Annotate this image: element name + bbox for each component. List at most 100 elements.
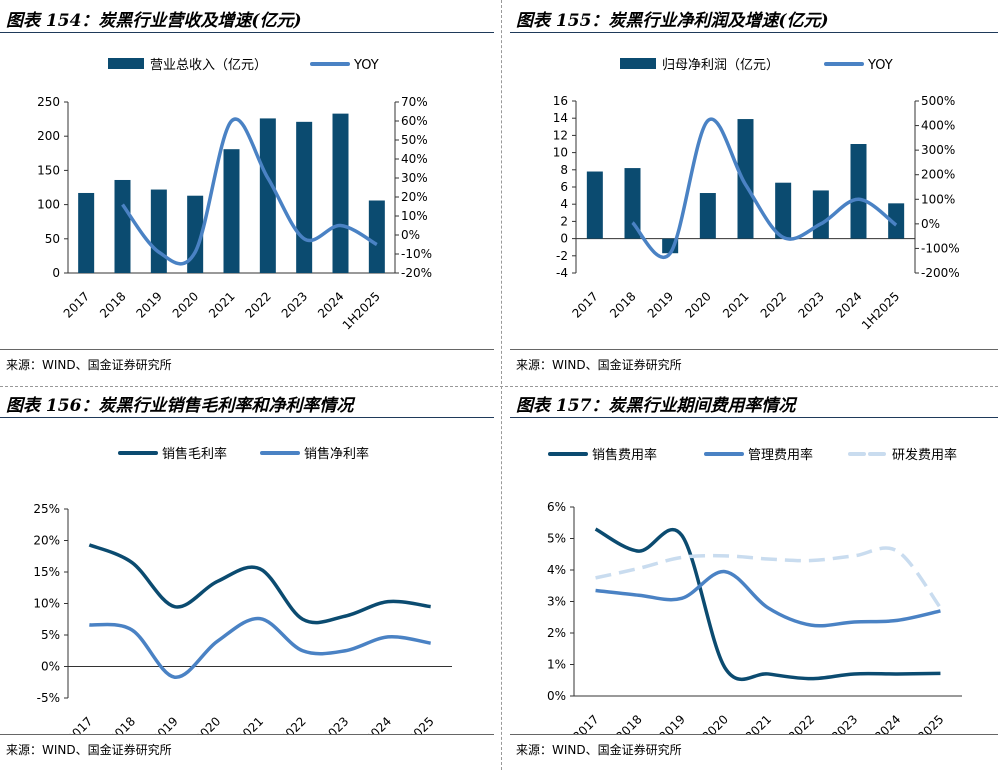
x-tick-label: 2023 bbox=[795, 289, 826, 320]
x-tick-label: 2022 bbox=[277, 714, 308, 734]
legend-label: YOY bbox=[353, 58, 379, 73]
y-tick-label: 10% bbox=[33, 597, 60, 611]
right-tick-label: 100% bbox=[921, 192, 955, 206]
right-tick-label: 30% bbox=[401, 171, 428, 185]
bar bbox=[223, 149, 240, 273]
left-tick-label: 200 bbox=[37, 129, 60, 143]
left-tick-label: 150 bbox=[37, 163, 60, 177]
horizontal-separator bbox=[0, 386, 998, 387]
left-tick-label: -4 bbox=[556, 266, 568, 280]
legend-swatch bbox=[108, 58, 144, 69]
bar bbox=[78, 192, 95, 273]
y-tick-label: 2% bbox=[547, 626, 566, 640]
left-tick-label: 12 bbox=[553, 128, 568, 142]
source-rule bbox=[510, 349, 998, 350]
panel-title: 图表 156：炭黑行业销售毛利率和净利率情况 bbox=[6, 396, 354, 416]
right-tick-label: 20% bbox=[401, 190, 428, 204]
x-tick-label: 1H2025 bbox=[340, 289, 383, 332]
panel-title: 图表 157：炭黑行业期间费用率情况 bbox=[516, 396, 796, 416]
bar bbox=[368, 200, 385, 273]
right-tick-label: 400% bbox=[921, 119, 955, 133]
yoy-line bbox=[121, 117, 378, 266]
series-line bbox=[594, 527, 941, 681]
right-tick-label: -200% bbox=[921, 266, 960, 280]
bar bbox=[187, 195, 204, 273]
x-tick-label: 2024 bbox=[315, 289, 346, 320]
panel-title: 图表 154：炭黑行业营收及增速(亿元) bbox=[6, 11, 302, 31]
left-tick-label: 14 bbox=[553, 111, 568, 125]
legend-label: 归母净利润（亿元） bbox=[662, 58, 779, 73]
legend-label: 销售净利率 bbox=[304, 446, 369, 462]
bar bbox=[259, 118, 276, 273]
right-tick-label: 40% bbox=[401, 152, 428, 166]
panel-revenue: 图表 154：炭黑行业营收及增速(亿元) 0 50 100 150 200 250 -20%… bbox=[0, 0, 494, 385]
bar bbox=[586, 171, 603, 239]
series-line bbox=[595, 569, 941, 628]
x-tick-label: 2023 bbox=[829, 712, 860, 734]
y-tick-label: 5% bbox=[41, 628, 60, 642]
left-tick-label: 4 bbox=[560, 197, 568, 211]
x-tick-label: 2017 bbox=[64, 714, 95, 734]
bar bbox=[114, 179, 131, 273]
left-tick-label: 0 bbox=[52, 266, 60, 280]
right-tick-label: 200% bbox=[921, 168, 955, 182]
panel-title: 图表 155：炭黑行业净利润及增速(亿元) bbox=[516, 11, 829, 31]
bar bbox=[699, 193, 716, 239]
x-tick-label: 2019 bbox=[149, 714, 180, 734]
x-tick-label: 2019 bbox=[656, 712, 687, 734]
legend-label: 营业总收入（亿元） bbox=[150, 58, 267, 73]
legend-label: 研发费用率 bbox=[892, 447, 957, 463]
left-tick-label: 250 bbox=[37, 95, 60, 109]
right-tick-label: 0% bbox=[401, 228, 420, 242]
left-tick-label: 8 bbox=[560, 163, 568, 177]
left-tick-label: 2 bbox=[560, 214, 568, 228]
right-tick-label: 300% bbox=[921, 143, 955, 157]
y-tick-label: 6% bbox=[547, 500, 566, 514]
expense-ratio-chart: 0% 1% 2% 3% 4% 5% 6% 销售费用率 管理费用率 研发费用率 2017 2018 201… bbox=[547, 447, 962, 734]
left-tick-label: 16 bbox=[553, 94, 568, 108]
x-tick-label: 2020 bbox=[192, 714, 223, 734]
x-tick-label: 2024 bbox=[872, 712, 903, 734]
right-tick-label: -100% bbox=[921, 241, 960, 255]
x-tick-label: 2021 bbox=[235, 714, 266, 734]
source-note: 来源：WIND、国金证券研究所 bbox=[6, 743, 172, 757]
right-tick-label: 50% bbox=[401, 133, 428, 147]
panel-margins: 图表 156：炭黑行业销售毛利率和净利率情况 -5% 0% 5% 10% 15% 20% 2… bbox=[0, 385, 494, 770]
right-tick-label: 70% bbox=[401, 95, 428, 109]
series-line bbox=[595, 546, 942, 609]
x-tick-label: 2024 bbox=[363, 714, 394, 734]
panel-expense-ratios: 图表 157：炭黑行业期间费用率情况 0% 1% 2% 3% 4% 5% 6% 销售费用率 管理… bbox=[510, 385, 998, 770]
net-profit-chart: -4 -2 0 2 4 6 8 10 12 14 16 -200% -100% 0% 100% 200% 300… bbox=[553, 58, 960, 332]
y-tick-label: 15% bbox=[33, 565, 60, 579]
x-tick-label: 2022 bbox=[786, 712, 817, 734]
bar bbox=[888, 203, 905, 239]
title-rule bbox=[0, 32, 494, 33]
right-tick-label: 10% bbox=[401, 209, 428, 223]
source-note: 来源：WIND、国金证券研究所 bbox=[6, 358, 172, 372]
left-tick-label: 6 bbox=[560, 180, 568, 194]
x-tick-label: 1H2025 bbox=[394, 714, 437, 734]
source-rule bbox=[0, 349, 494, 350]
right-tick-label: -20% bbox=[401, 266, 432, 280]
left-tick-label: 100 bbox=[37, 198, 60, 212]
title-rule bbox=[0, 417, 494, 418]
x-tick-label: 2017 bbox=[61, 289, 92, 320]
y-tick-label: 0% bbox=[547, 689, 566, 703]
x-tick-label: 2019 bbox=[133, 289, 164, 320]
x-tick-label: 2023 bbox=[279, 289, 310, 320]
right-tick-label: -10% bbox=[401, 247, 432, 261]
x-tick-label: 2019 bbox=[645, 289, 676, 320]
x-tick-label: 2017 bbox=[570, 712, 601, 734]
bar bbox=[150, 189, 167, 273]
legend-label: 销售费用率 bbox=[592, 447, 657, 463]
legend-label: 管理费用率 bbox=[748, 447, 813, 463]
x-tick-label: 2021 bbox=[206, 289, 237, 320]
left-tick-label: 50 bbox=[45, 232, 60, 246]
x-tick-label: 2021 bbox=[720, 289, 751, 320]
right-tick-label: 500% bbox=[921, 94, 955, 108]
margin-chart: -5% 0% 5% 10% 15% 20% 25% 销售毛利率 销售净利率 2017 2018 201… bbox=[33, 446, 452, 734]
bar bbox=[624, 168, 641, 239]
y-tick-label: 3% bbox=[547, 595, 566, 609]
left-tick-label: 0 bbox=[560, 232, 568, 246]
yoy-line bbox=[631, 117, 898, 259]
